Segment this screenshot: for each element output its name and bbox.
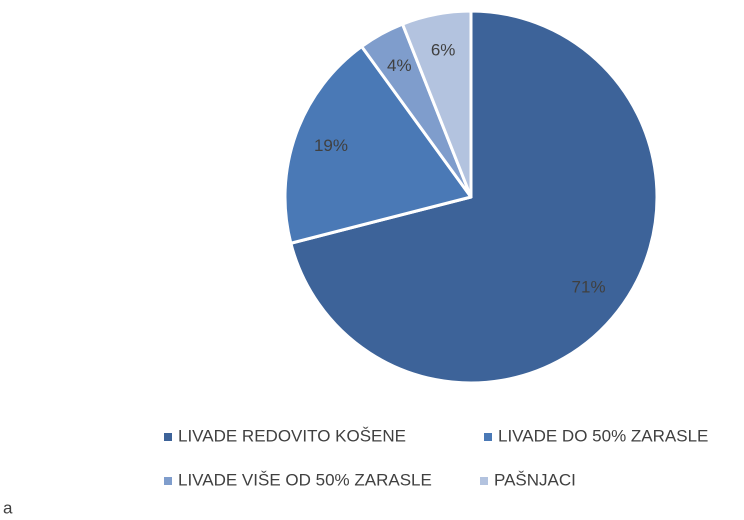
data-label: 6% <box>431 40 456 59</box>
caption: a <box>3 498 13 517</box>
legend-marker <box>164 477 172 485</box>
legend-label: LIVADE VIŠE OD 50% ZARASLE <box>178 470 432 489</box>
legend-marker <box>480 477 488 485</box>
legend-label: LIVADE REDOVITO KOŠENE <box>178 426 406 445</box>
data-label: 71% <box>572 278 606 297</box>
legend-label: LIVADE DO 50% ZARASLE <box>498 426 708 445</box>
data-label: 4% <box>387 56 412 75</box>
legend-marker <box>164 433 172 441</box>
pie-slice <box>401 9 473 199</box>
legend-label: PAŠNJACI <box>494 470 576 489</box>
pie-slice <box>283 45 473 245</box>
legend-marker <box>484 433 492 441</box>
pie-slice <box>289 9 659 385</box>
data-label: 19% <box>314 136 348 155</box>
